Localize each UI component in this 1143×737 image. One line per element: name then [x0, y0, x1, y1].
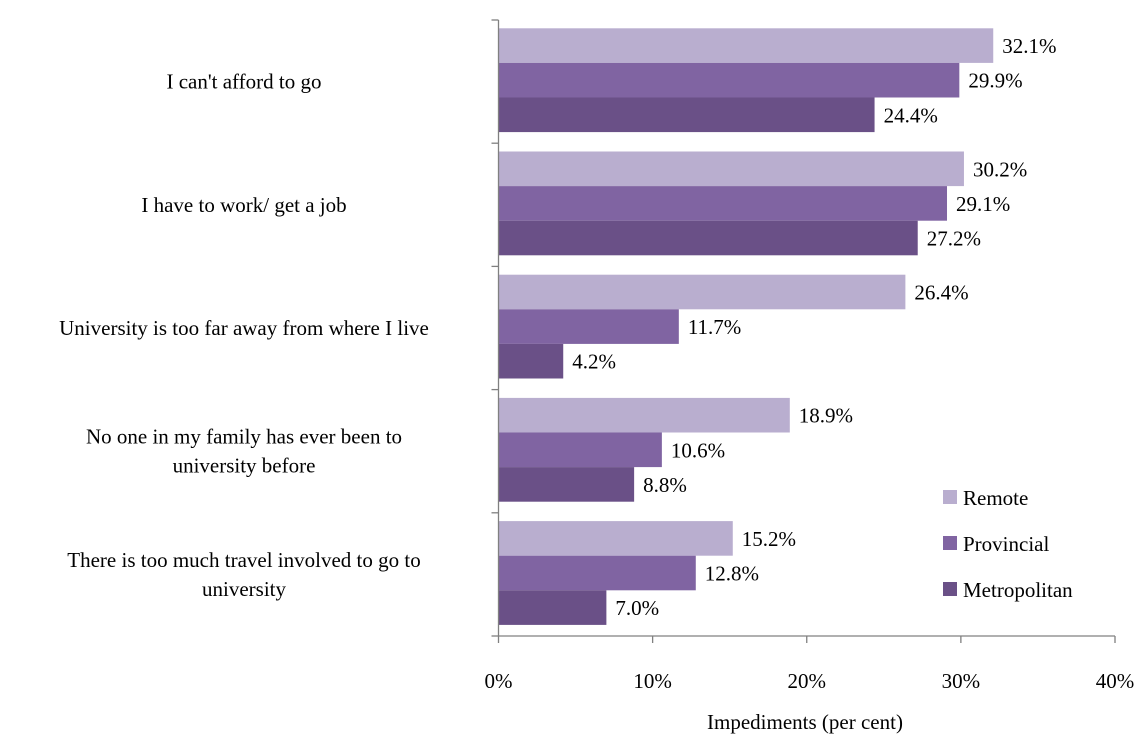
data-label: 12.8% [705, 562, 759, 586]
bar [498, 343, 564, 379]
data-label: 32.1% [1002, 34, 1056, 58]
bar [498, 186, 948, 221]
legend-swatch [943, 582, 957, 596]
bar [498, 220, 918, 256]
bar [498, 467, 635, 502]
data-label: 30.2% [973, 157, 1027, 181]
bar [498, 521, 733, 556]
legend-swatch [943, 490, 957, 504]
data-label: 27.2% [927, 227, 981, 251]
data-labels-layer: 32.1% 29.9% 24.4% 30.2% 29.1% 27.2% 26.4% 11.7%… [572, 34, 1056, 620]
legend-label: Metropolitan [963, 578, 1073, 602]
bar [498, 432, 662, 468]
x-tick-label: 20% [788, 669, 827, 693]
data-label: 7.0% [615, 596, 659, 620]
data-label: 15.2% [742, 527, 796, 551]
bar [498, 28, 994, 63]
category-label: university [202, 577, 286, 601]
bar [498, 62, 960, 98]
legend-swatch [943, 536, 957, 550]
data-label: 8.8% [643, 473, 687, 497]
legend-label: Remote [963, 486, 1028, 510]
category-labels-layer: I can't afford to go I have to work/ get … [59, 70, 429, 601]
legend: Remote Provincial Metropolitan [943, 486, 1073, 602]
data-label: 10.6% [671, 438, 725, 462]
data-label: 29.9% [968, 69, 1022, 93]
category-label: No one in my family has ever been to [86, 425, 402, 449]
x-axis: 0% 10% 20% 30% 40% [485, 635, 1135, 693]
data-label: 11.7% [688, 315, 741, 339]
category-label: There is too much travel involved to go … [67, 548, 420, 572]
bar [498, 97, 875, 133]
bar [498, 397, 790, 433]
bar [498, 274, 906, 310]
data-label: 4.2% [572, 350, 616, 374]
legend-label: Provincial [963, 532, 1049, 556]
x-tick-label: 0% [485, 669, 513, 693]
data-label: 24.4% [884, 103, 938, 127]
bars-layer [498, 28, 994, 625]
category-label: university before [173, 454, 316, 478]
category-label: University is too far away from where I … [59, 316, 429, 340]
x-tick-label: 10% [633, 669, 672, 693]
x-tick-label: 40% [1096, 669, 1135, 693]
bar [498, 151, 964, 187]
category-label: I can't afford to go [166, 70, 321, 94]
category-label: I have to work/ get a job [141, 193, 346, 217]
bar [498, 309, 679, 344]
data-label: 18.9% [799, 404, 853, 428]
bar [498, 555, 696, 591]
bar [498, 590, 607, 625]
y-axis [491, 19, 500, 637]
x-tick-label: 30% [942, 669, 981, 693]
x-axis-title: Impediments (per cent) [707, 710, 903, 734]
data-label: 26.4% [914, 281, 968, 305]
data-label: 29.1% [956, 192, 1010, 216]
